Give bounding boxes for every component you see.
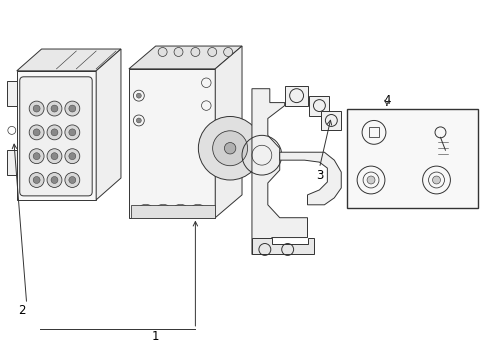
Polygon shape — [96, 49, 121, 200]
Circle shape — [47, 125, 62, 140]
Circle shape — [29, 172, 44, 188]
Circle shape — [136, 118, 141, 123]
Circle shape — [65, 125, 80, 140]
Polygon shape — [280, 152, 341, 205]
Circle shape — [29, 101, 44, 116]
Circle shape — [33, 129, 40, 136]
Circle shape — [191, 48, 200, 57]
Circle shape — [213, 131, 247, 166]
Polygon shape — [215, 46, 242, 218]
Polygon shape — [252, 238, 315, 255]
Circle shape — [224, 143, 236, 154]
Circle shape — [69, 129, 76, 136]
Polygon shape — [131, 205, 215, 218]
FancyBboxPatch shape — [20, 77, 92, 196]
Circle shape — [158, 48, 167, 57]
Circle shape — [51, 153, 58, 159]
Polygon shape — [252, 89, 308, 255]
Circle shape — [51, 176, 58, 184]
Circle shape — [69, 176, 76, 184]
Circle shape — [33, 105, 40, 112]
Circle shape — [33, 176, 40, 184]
Circle shape — [69, 153, 76, 159]
Circle shape — [47, 101, 62, 116]
Polygon shape — [17, 71, 96, 200]
Circle shape — [174, 48, 183, 57]
Circle shape — [47, 149, 62, 164]
Circle shape — [47, 172, 62, 188]
Circle shape — [136, 93, 141, 98]
Circle shape — [51, 105, 58, 112]
Circle shape — [51, 129, 58, 136]
Polygon shape — [129, 46, 242, 69]
Bar — [347, 109, 478, 208]
Text: 1: 1 — [152, 330, 159, 343]
Text: 2: 2 — [18, 305, 25, 318]
Circle shape — [367, 176, 375, 184]
Circle shape — [29, 149, 44, 164]
Polygon shape — [17, 49, 121, 71]
Text: 4: 4 — [383, 94, 391, 107]
Polygon shape — [285, 86, 308, 105]
Circle shape — [198, 117, 262, 180]
Polygon shape — [7, 150, 17, 175]
Circle shape — [223, 48, 233, 57]
Circle shape — [69, 105, 76, 112]
Bar — [369, 127, 379, 137]
Polygon shape — [310, 96, 329, 116]
Circle shape — [208, 48, 217, 57]
Circle shape — [65, 149, 80, 164]
Circle shape — [29, 125, 44, 140]
Polygon shape — [7, 81, 17, 105]
Circle shape — [433, 176, 441, 184]
Circle shape — [65, 101, 80, 116]
Polygon shape — [129, 69, 215, 218]
Text: 3: 3 — [316, 168, 323, 181]
Polygon shape — [321, 111, 341, 130]
Circle shape — [33, 153, 40, 159]
Circle shape — [65, 172, 80, 188]
